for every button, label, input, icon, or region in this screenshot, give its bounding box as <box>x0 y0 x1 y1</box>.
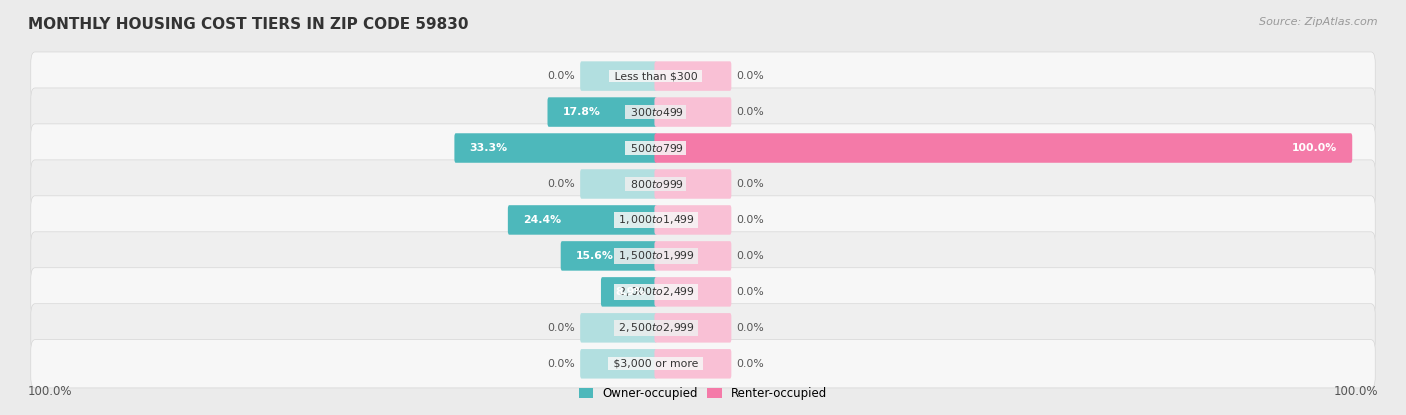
FancyBboxPatch shape <box>31 160 1375 208</box>
Text: $500 to $799: $500 to $799 <box>627 142 685 154</box>
FancyBboxPatch shape <box>31 52 1375 100</box>
Text: $300 to $499: $300 to $499 <box>627 106 685 118</box>
Text: 100.0%: 100.0% <box>1292 143 1337 153</box>
Text: 0.0%: 0.0% <box>737 179 765 189</box>
Text: 0.0%: 0.0% <box>737 71 765 81</box>
FancyBboxPatch shape <box>31 196 1375 244</box>
Text: 0.0%: 0.0% <box>737 359 765 369</box>
FancyBboxPatch shape <box>581 313 657 343</box>
FancyBboxPatch shape <box>31 268 1375 316</box>
FancyBboxPatch shape <box>31 124 1375 172</box>
Text: 0.0%: 0.0% <box>547 71 575 81</box>
FancyBboxPatch shape <box>654 133 1353 163</box>
Text: 15.6%: 15.6% <box>575 251 613 261</box>
Text: 0.0%: 0.0% <box>737 251 765 261</box>
Text: 0.0%: 0.0% <box>737 323 765 333</box>
Text: 24.4%: 24.4% <box>523 215 561 225</box>
Text: 0.0%: 0.0% <box>547 179 575 189</box>
FancyBboxPatch shape <box>654 205 731 235</box>
Text: 0.0%: 0.0% <box>737 215 765 225</box>
Text: 33.3%: 33.3% <box>470 143 508 153</box>
Text: $1,000 to $1,499: $1,000 to $1,499 <box>616 213 696 227</box>
FancyBboxPatch shape <box>654 97 731 127</box>
Text: $800 to $999: $800 to $999 <box>627 178 685 190</box>
FancyBboxPatch shape <box>600 277 657 307</box>
FancyBboxPatch shape <box>654 169 731 199</box>
Text: 0.0%: 0.0% <box>737 107 765 117</box>
FancyBboxPatch shape <box>654 241 731 271</box>
FancyBboxPatch shape <box>454 133 657 163</box>
FancyBboxPatch shape <box>654 277 731 307</box>
Text: Source: ZipAtlas.com: Source: ZipAtlas.com <box>1260 17 1378 27</box>
Text: 0.0%: 0.0% <box>547 359 575 369</box>
FancyBboxPatch shape <box>654 349 731 378</box>
FancyBboxPatch shape <box>581 349 657 378</box>
FancyBboxPatch shape <box>31 304 1375 352</box>
FancyBboxPatch shape <box>561 241 657 271</box>
FancyBboxPatch shape <box>581 61 657 91</box>
Legend: Owner-occupied, Renter-occupied: Owner-occupied, Renter-occupied <box>574 383 832 405</box>
Text: 17.8%: 17.8% <box>562 107 600 117</box>
Text: 0.0%: 0.0% <box>547 323 575 333</box>
Text: 100.0%: 100.0% <box>1333 386 1378 398</box>
FancyBboxPatch shape <box>654 313 731 343</box>
Text: 0.0%: 0.0% <box>737 287 765 297</box>
Text: $2,500 to $2,999: $2,500 to $2,999 <box>616 321 696 334</box>
Text: 8.9%: 8.9% <box>616 287 645 297</box>
Text: $1,500 to $1,999: $1,500 to $1,999 <box>616 249 696 262</box>
FancyBboxPatch shape <box>654 61 731 91</box>
Text: 100.0%: 100.0% <box>28 386 73 398</box>
FancyBboxPatch shape <box>581 169 657 199</box>
FancyBboxPatch shape <box>508 205 657 235</box>
FancyBboxPatch shape <box>31 232 1375 280</box>
Text: MONTHLY HOUSING COST TIERS IN ZIP CODE 59830: MONTHLY HOUSING COST TIERS IN ZIP CODE 5… <box>28 17 468 32</box>
FancyBboxPatch shape <box>31 88 1375 136</box>
FancyBboxPatch shape <box>547 97 657 127</box>
Text: $3,000 or more: $3,000 or more <box>610 359 702 369</box>
Text: $2,000 to $2,499: $2,000 to $2,499 <box>616 286 696 298</box>
Text: Less than $300: Less than $300 <box>610 71 700 81</box>
FancyBboxPatch shape <box>31 340 1375 388</box>
